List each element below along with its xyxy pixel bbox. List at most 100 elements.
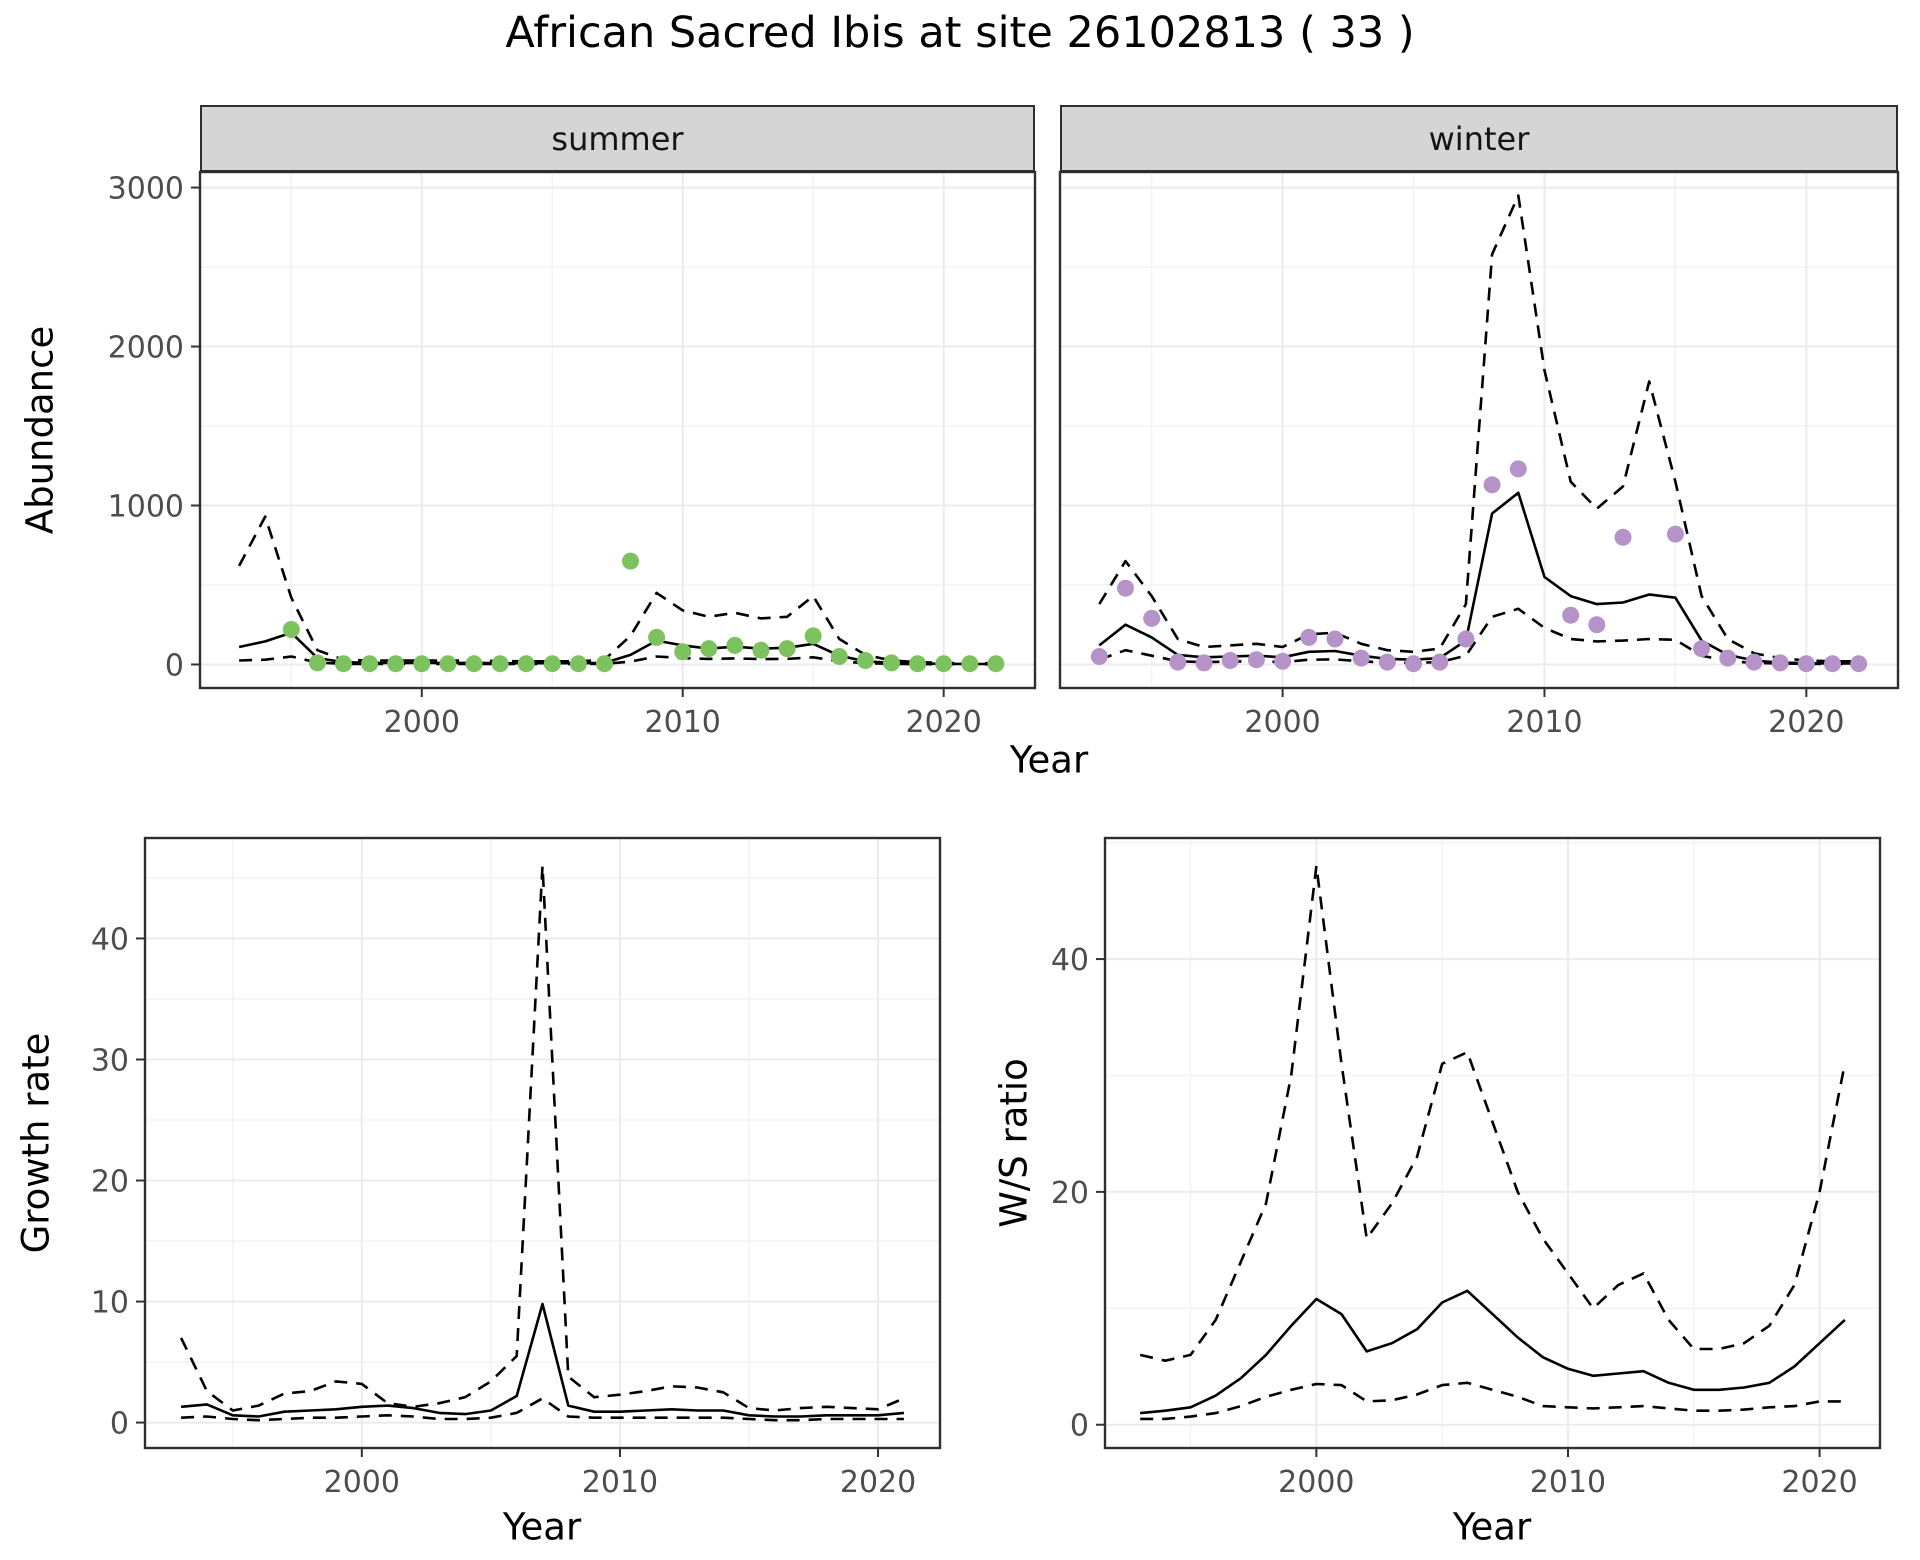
y-tick-label: 3000 [108,172,184,207]
x-tick-label: 2020 [840,1465,916,1500]
data-point [1797,655,1815,673]
data-point [1405,655,1422,673]
y-tick-label: 0 [1070,1409,1089,1444]
data-point [491,655,509,673]
x-tick-label: 2020 [905,705,981,740]
data-point [1431,653,1449,671]
panel-border [1103,836,1882,1450]
data-point [804,627,822,645]
data-point [622,552,639,570]
x-tick-label: 2020 [1768,705,1844,740]
data-point [1824,655,1841,673]
data-point [465,655,483,673]
data-point [830,648,848,665]
data-point [1588,616,1606,634]
panel-abundance-summer: 2000 2010 2020 0 1000 2000 3000 [108,170,1037,740]
data-point [1719,649,1737,667]
data-point [413,655,431,673]
y-axis-title-ws-ratio: W/S ratio [992,1058,1036,1228]
y-tick-label: 2000 [108,331,184,366]
panel-border [198,170,1037,690]
series-upper-ci [1098,194,1859,663]
data-point [1247,651,1265,669]
data-point [778,640,796,658]
data-point [1169,653,1187,671]
series-model-fit [1140,1289,1846,1415]
data-point [1562,606,1580,624]
data-point [1509,460,1527,478]
data-point [1850,655,1868,673]
x-axis-title-year-growth: Year [502,1505,582,1549]
data-point [1195,654,1213,672]
y-tick-label: 20 [91,1165,129,1200]
data-point [387,655,405,673]
x-tick-label: 2000 [384,705,460,740]
y-tick-label: 0 [165,648,184,683]
data-point [1274,652,1292,670]
facet-strip-winter: winter [1060,105,1898,172]
data-point [700,640,718,658]
series-model-fit [180,1302,905,1418]
data-point [883,654,900,672]
x-tick-label: 2000 [1244,705,1320,740]
data-point [1117,579,1134,597]
data-point [935,655,953,673]
panel-border [1058,170,1900,690]
data-point [1300,628,1318,646]
x-tick-label: 2000 [1278,1465,1354,1500]
data-point [1693,640,1711,658]
x-tick-label: 2010 [645,705,721,740]
facet-strip-winter-label: winter [1428,119,1530,158]
panel-background [1105,838,1880,1448]
y-tick-label: 10 [91,1286,129,1321]
y-tick-label: 40 [91,922,129,957]
x-tick-label: 2010 [1530,1465,1606,1500]
series-lower-ci [181,1397,904,1422]
panel-growth-rate: 2000 2010 2020 0 10 20 30 40 [91,836,942,1500]
y-axis-title-abundance: Abundance [18,325,62,535]
data-point [909,655,927,673]
data-point [752,641,770,659]
data-point [961,655,979,673]
facet-strip-summer: summer [200,105,1035,172]
data-point [1614,528,1632,546]
data-point [1771,654,1789,672]
data-point [335,655,352,673]
x-axis-title-year-ratio: Year [1452,1505,1532,1549]
y-axis-title-growth-rate: Growth rate [14,1032,58,1254]
data-point [517,655,535,673]
panel-background [200,172,1035,688]
data-point [1378,653,1396,671]
data-point [1457,630,1475,648]
panel-abundance-winter: 2000 2010 2020 [1058,170,1900,740]
y-tick-label: 1000 [108,490,184,525]
data-point [569,655,587,673]
panel-ws-ratio: 2000 2010 2020 0 20 40 [1051,836,1882,1500]
panel-border [143,836,942,1450]
figure-title: African Sacred Ibis at site 26102813 ( 3… [505,8,1415,58]
y-tick-label: 30 [91,1043,129,1078]
x-tick-label: 2000 [324,1465,400,1500]
data-point [1090,648,1108,665]
x-tick-label: 2010 [582,1465,658,1500]
facet-strip-summer-label: summer [551,119,684,158]
data-point [1666,525,1684,543]
y-tick-label: 0 [110,1407,129,1442]
panel-background [145,838,940,1448]
data-point [1221,652,1239,669]
data-point [439,655,457,673]
data-point [674,643,692,661]
data-point [1352,649,1370,667]
data-point [282,621,300,638]
data-point [1483,476,1501,494]
series-lower-ci [239,655,996,666]
data-point [361,655,379,673]
x-axis-title-year-top: Year [1009,738,1089,782]
y-tick-label: 40 [1051,943,1089,978]
data-point [726,636,744,654]
data-point [308,654,326,672]
data-point [1745,653,1763,671]
data-point [596,655,613,673]
